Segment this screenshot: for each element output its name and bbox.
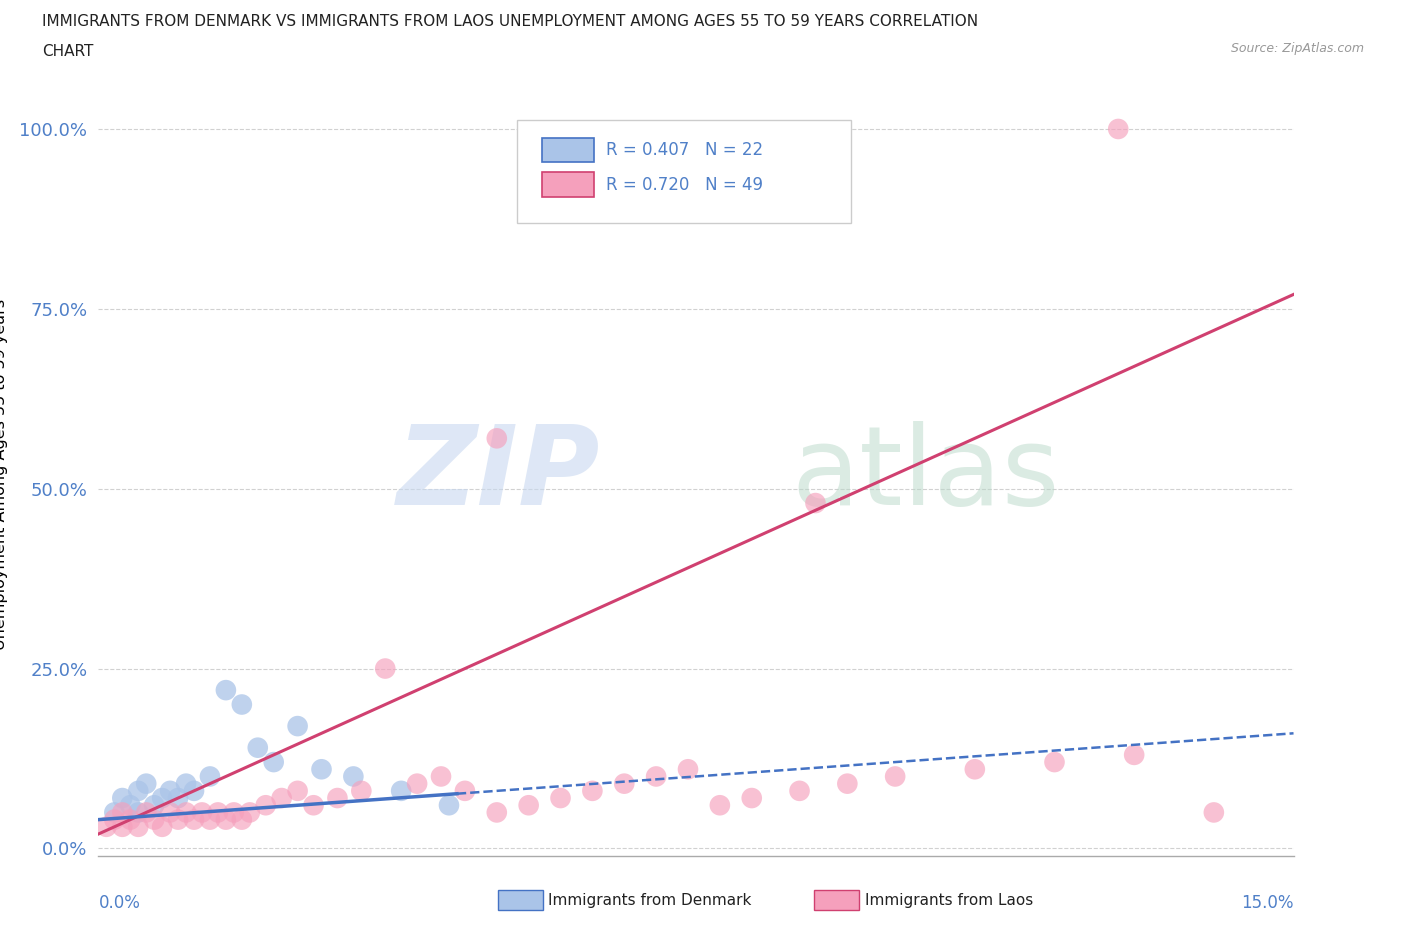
- Point: [174, 805, 197, 820]
- Text: 0.0%: 0.0%: [98, 895, 141, 912]
- Point: [1123, 748, 1146, 763]
- Point: [103, 812, 125, 827]
- Point: [135, 777, 157, 791]
- Point: [270, 790, 292, 805]
- Point: [485, 805, 508, 820]
- Point: [198, 812, 221, 827]
- Point: [485, 431, 508, 445]
- Point: [215, 683, 238, 698]
- Point: [127, 805, 149, 820]
- Point: [143, 812, 166, 827]
- Y-axis label: Unemployment Among Ages 55 to 59 years: Unemployment Among Ages 55 to 59 years: [0, 299, 8, 650]
- FancyBboxPatch shape: [541, 138, 595, 163]
- Point: [406, 777, 429, 791]
- Point: [111, 790, 134, 805]
- Point: [263, 754, 285, 769]
- Point: [517, 798, 540, 813]
- Point: [174, 777, 197, 791]
- Point: [1043, 754, 1066, 769]
- Point: [111, 819, 134, 834]
- Point: [550, 790, 572, 805]
- Point: [350, 783, 373, 798]
- Text: CHART: CHART: [42, 44, 94, 59]
- Point: [963, 762, 986, 777]
- Text: IMMIGRANTS FROM DENMARK VS IMMIGRANTS FROM LAOS UNEMPLOYMENT AMONG AGES 55 TO 59: IMMIGRANTS FROM DENMARK VS IMMIGRANTS FR…: [42, 14, 979, 29]
- Point: [613, 777, 636, 791]
- Point: [287, 783, 309, 798]
- Point: [884, 769, 907, 784]
- Point: [1202, 805, 1225, 820]
- Point: [804, 496, 827, 511]
- Point: [437, 798, 460, 813]
- Point: [326, 790, 349, 805]
- Point: [159, 783, 181, 798]
- Point: [135, 805, 157, 820]
- Point: [191, 805, 214, 820]
- Point: [183, 812, 205, 827]
- FancyBboxPatch shape: [517, 120, 852, 222]
- Point: [246, 740, 269, 755]
- Point: [454, 783, 477, 798]
- Text: Source: ZipAtlas.com: Source: ZipAtlas.com: [1230, 42, 1364, 55]
- Point: [103, 805, 125, 820]
- Point: [143, 798, 166, 813]
- Text: ZIP: ZIP: [396, 420, 600, 528]
- Point: [741, 790, 763, 805]
- Point: [198, 769, 221, 784]
- Text: 15.0%: 15.0%: [1241, 895, 1294, 912]
- Point: [287, 719, 309, 734]
- Point: [111, 805, 134, 820]
- Text: Immigrants from Laos: Immigrants from Laos: [865, 893, 1033, 908]
- Point: [239, 805, 262, 820]
- Text: R = 0.720   N = 49: R = 0.720 N = 49: [606, 176, 763, 193]
- Point: [311, 762, 333, 777]
- Point: [231, 812, 253, 827]
- Point: [120, 798, 142, 813]
- Point: [1107, 122, 1129, 137]
- FancyBboxPatch shape: [541, 172, 595, 197]
- Point: [96, 819, 118, 834]
- Point: [222, 805, 245, 820]
- Point: [254, 798, 277, 813]
- Text: Immigrants from Denmark: Immigrants from Denmark: [548, 893, 752, 908]
- Point: [302, 798, 325, 813]
- Point: [167, 790, 190, 805]
- Point: [127, 819, 149, 834]
- Point: [581, 783, 603, 798]
- Point: [215, 812, 238, 827]
- Point: [789, 783, 811, 798]
- Point: [127, 783, 149, 798]
- Point: [430, 769, 453, 784]
- Text: atlas: atlas: [792, 420, 1060, 528]
- Point: [207, 805, 229, 820]
- Point: [676, 762, 699, 777]
- Point: [709, 798, 731, 813]
- Text: R = 0.407   N = 22: R = 0.407 N = 22: [606, 141, 763, 159]
- Point: [837, 777, 859, 791]
- Point: [120, 812, 142, 827]
- Point: [389, 783, 412, 798]
- Point: [159, 805, 181, 820]
- Point: [183, 783, 205, 798]
- Point: [342, 769, 364, 784]
- Point: [645, 769, 668, 784]
- Point: [167, 812, 190, 827]
- Point: [374, 661, 396, 676]
- Point: [231, 698, 253, 712]
- Point: [150, 790, 173, 805]
- Point: [150, 819, 173, 834]
